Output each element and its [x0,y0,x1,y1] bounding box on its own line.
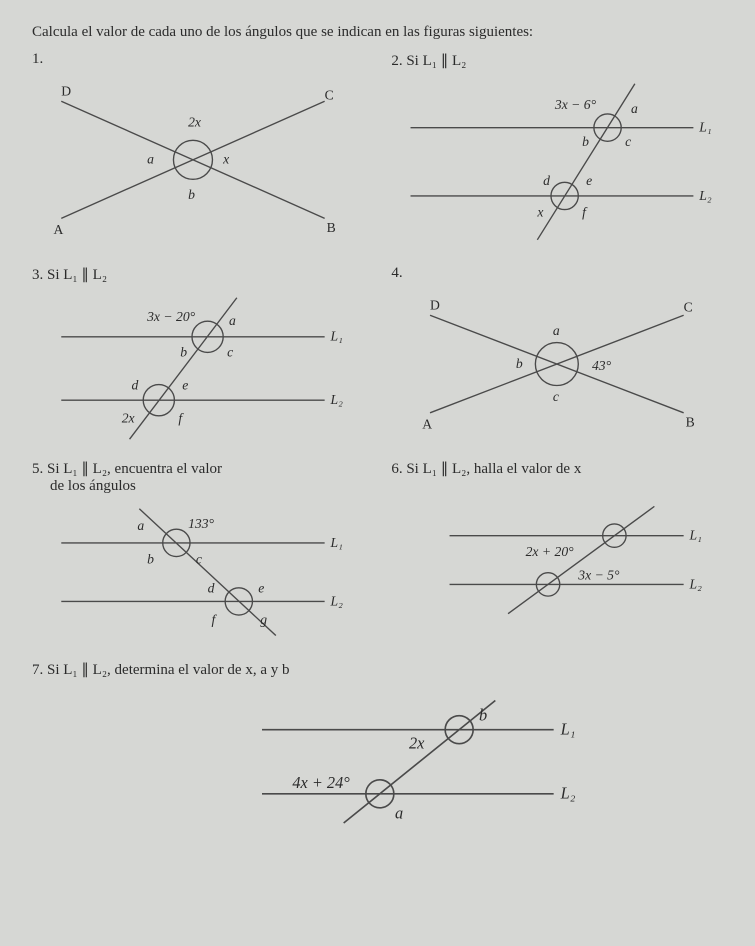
p6-e1: 2x + 20° [526,544,575,559]
p1-b: b [188,187,195,202]
p5-b: b [147,551,154,566]
row-2: 3. Si L₁ ∥ L₂ L₁ L₂ 3x − 20° a b c d e 2… [32,265,723,449]
figure-4: D C A B a b 43° c [391,286,723,442]
problem-5-label2: de los ángulos [32,478,364,495]
figure-5: L₁ L₂ a 133° b c d e f g [32,499,364,645]
p2-f: f [583,204,589,219]
p4-C: C [684,299,693,314]
p5-L2: L₂ [329,593,343,608]
p2-expr: 3x − 6° [554,97,597,112]
problem-4-label: 4. [391,265,723,282]
problem-5-label: 5. Si L₁ ∥ L₂, encuentra el valor [32,459,364,478]
p2-L2: L₂ [699,188,713,203]
p2-e: e [586,173,592,188]
p5-f: f [211,612,217,627]
p5-a: a [137,518,144,533]
p7-a: a [395,803,403,822]
p2-d: d [544,173,551,188]
problem-4: 4. D C A B a b 43° c [391,265,723,449]
p3-L1: L₁ [330,328,343,343]
p4-D: D [430,297,440,312]
p2-L1: L₁ [699,120,712,135]
row-1: 1. D C A B 2x x a b 2. Si L₁ ∥ L₂ L₁ L₂ [32,51,723,255]
figure-1: D C A B 2x x a b [32,72,364,248]
row-4: 7. Si L₁ ∥ L₂, determina el valor de x, … [32,660,723,840]
p3-c: c [227,344,233,359]
p6-e2: 3x − 5° [578,567,621,582]
page-title: Calcula el valor de cada uno de los ángu… [32,24,723,41]
p7-e1: 4x + 24° [292,773,350,792]
figure-7: L₁ L₂ b 2x 4x + 24° a [192,683,612,835]
p3-2x: 2x [122,410,135,425]
problem-6: 6. Si L₁ ∥ L₂, halla el valor de x L₁ L₂… [391,459,723,650]
p5-e: e [258,580,264,595]
p2-c: c [625,134,631,149]
p3-f: f [178,410,184,425]
problem-7: 7. Si L₁ ∥ L₂, determina el valor de x, … [32,660,723,840]
p5-g: g [260,612,267,627]
problem-3: 3. Si L₁ ∥ L₂ L₁ L₂ 3x − 20° a b c d e 2… [32,265,364,449]
p2-x: x [537,204,544,219]
p4-43: 43° [592,357,612,372]
row-3: 5. Si L₁ ∥ L₂, encuentra el valor de los… [32,459,723,650]
figure-2: L₁ L₂ 3x − 6° a b c d e x f [391,74,723,250]
p5-133: 133° [188,516,214,531]
p7-L1: L₁ [560,719,576,738]
p3-d: d [132,377,139,392]
p5-L1: L₁ [329,534,342,549]
problem-2-label: 2. Si L₁ ∥ L₂ [391,51,723,70]
problem-7-label: 7. Si L₁ ∥ L₂, determina el valor de x, … [32,660,723,679]
p1-2x: 2x [188,115,201,130]
p5-d: d [208,580,215,595]
p1-C: C [325,87,334,102]
p4-a: a [553,322,560,337]
problem-3-label: 3. Si L₁ ∥ L₂ [32,265,364,284]
p1-a: a [147,152,154,167]
p5-c: c [196,551,202,566]
problem-6-label: 6. Si L₁ ∥ L₂, halla el valor de x [391,459,723,478]
p1-A: A [53,222,63,237]
p2-a: a [631,101,638,116]
p3-a: a [229,313,236,328]
p4-A: A [423,416,433,431]
problem-5: 5. Si L₁ ∥ L₂, encuentra el valor de los… [32,459,364,650]
problem-2: 2. Si L₁ ∥ L₂ L₁ L₂ 3x − 6° a b c d e x … [391,51,723,255]
p7-b: b [479,705,487,724]
p1-D: D [61,83,71,98]
p7-L2: L₂ [560,783,576,802]
p3-L2: L₂ [330,392,344,407]
p4-B: B [686,414,695,429]
problem-1-label: 1. [32,51,364,68]
p3-b: b [180,344,187,359]
p6-L1: L₁ [689,527,702,542]
figure-3: L₁ L₂ 3x − 20° a b c d e 2x f [32,288,364,444]
p6-L2: L₂ [689,576,703,591]
p4-b: b [516,356,523,371]
p3-e: e [182,377,188,392]
p7-2x: 2x [409,733,425,752]
figure-6: L₁ L₂ 2x + 20° 3x − 5° [391,482,723,628]
p1-x: x [222,152,229,167]
problem-1: 1. D C A B 2x x a b [32,51,364,255]
p1-B: B [327,220,336,235]
p3-expr: 3x − 20° [146,309,196,324]
p4-c: c [553,389,559,404]
p2-b: b [583,134,590,149]
